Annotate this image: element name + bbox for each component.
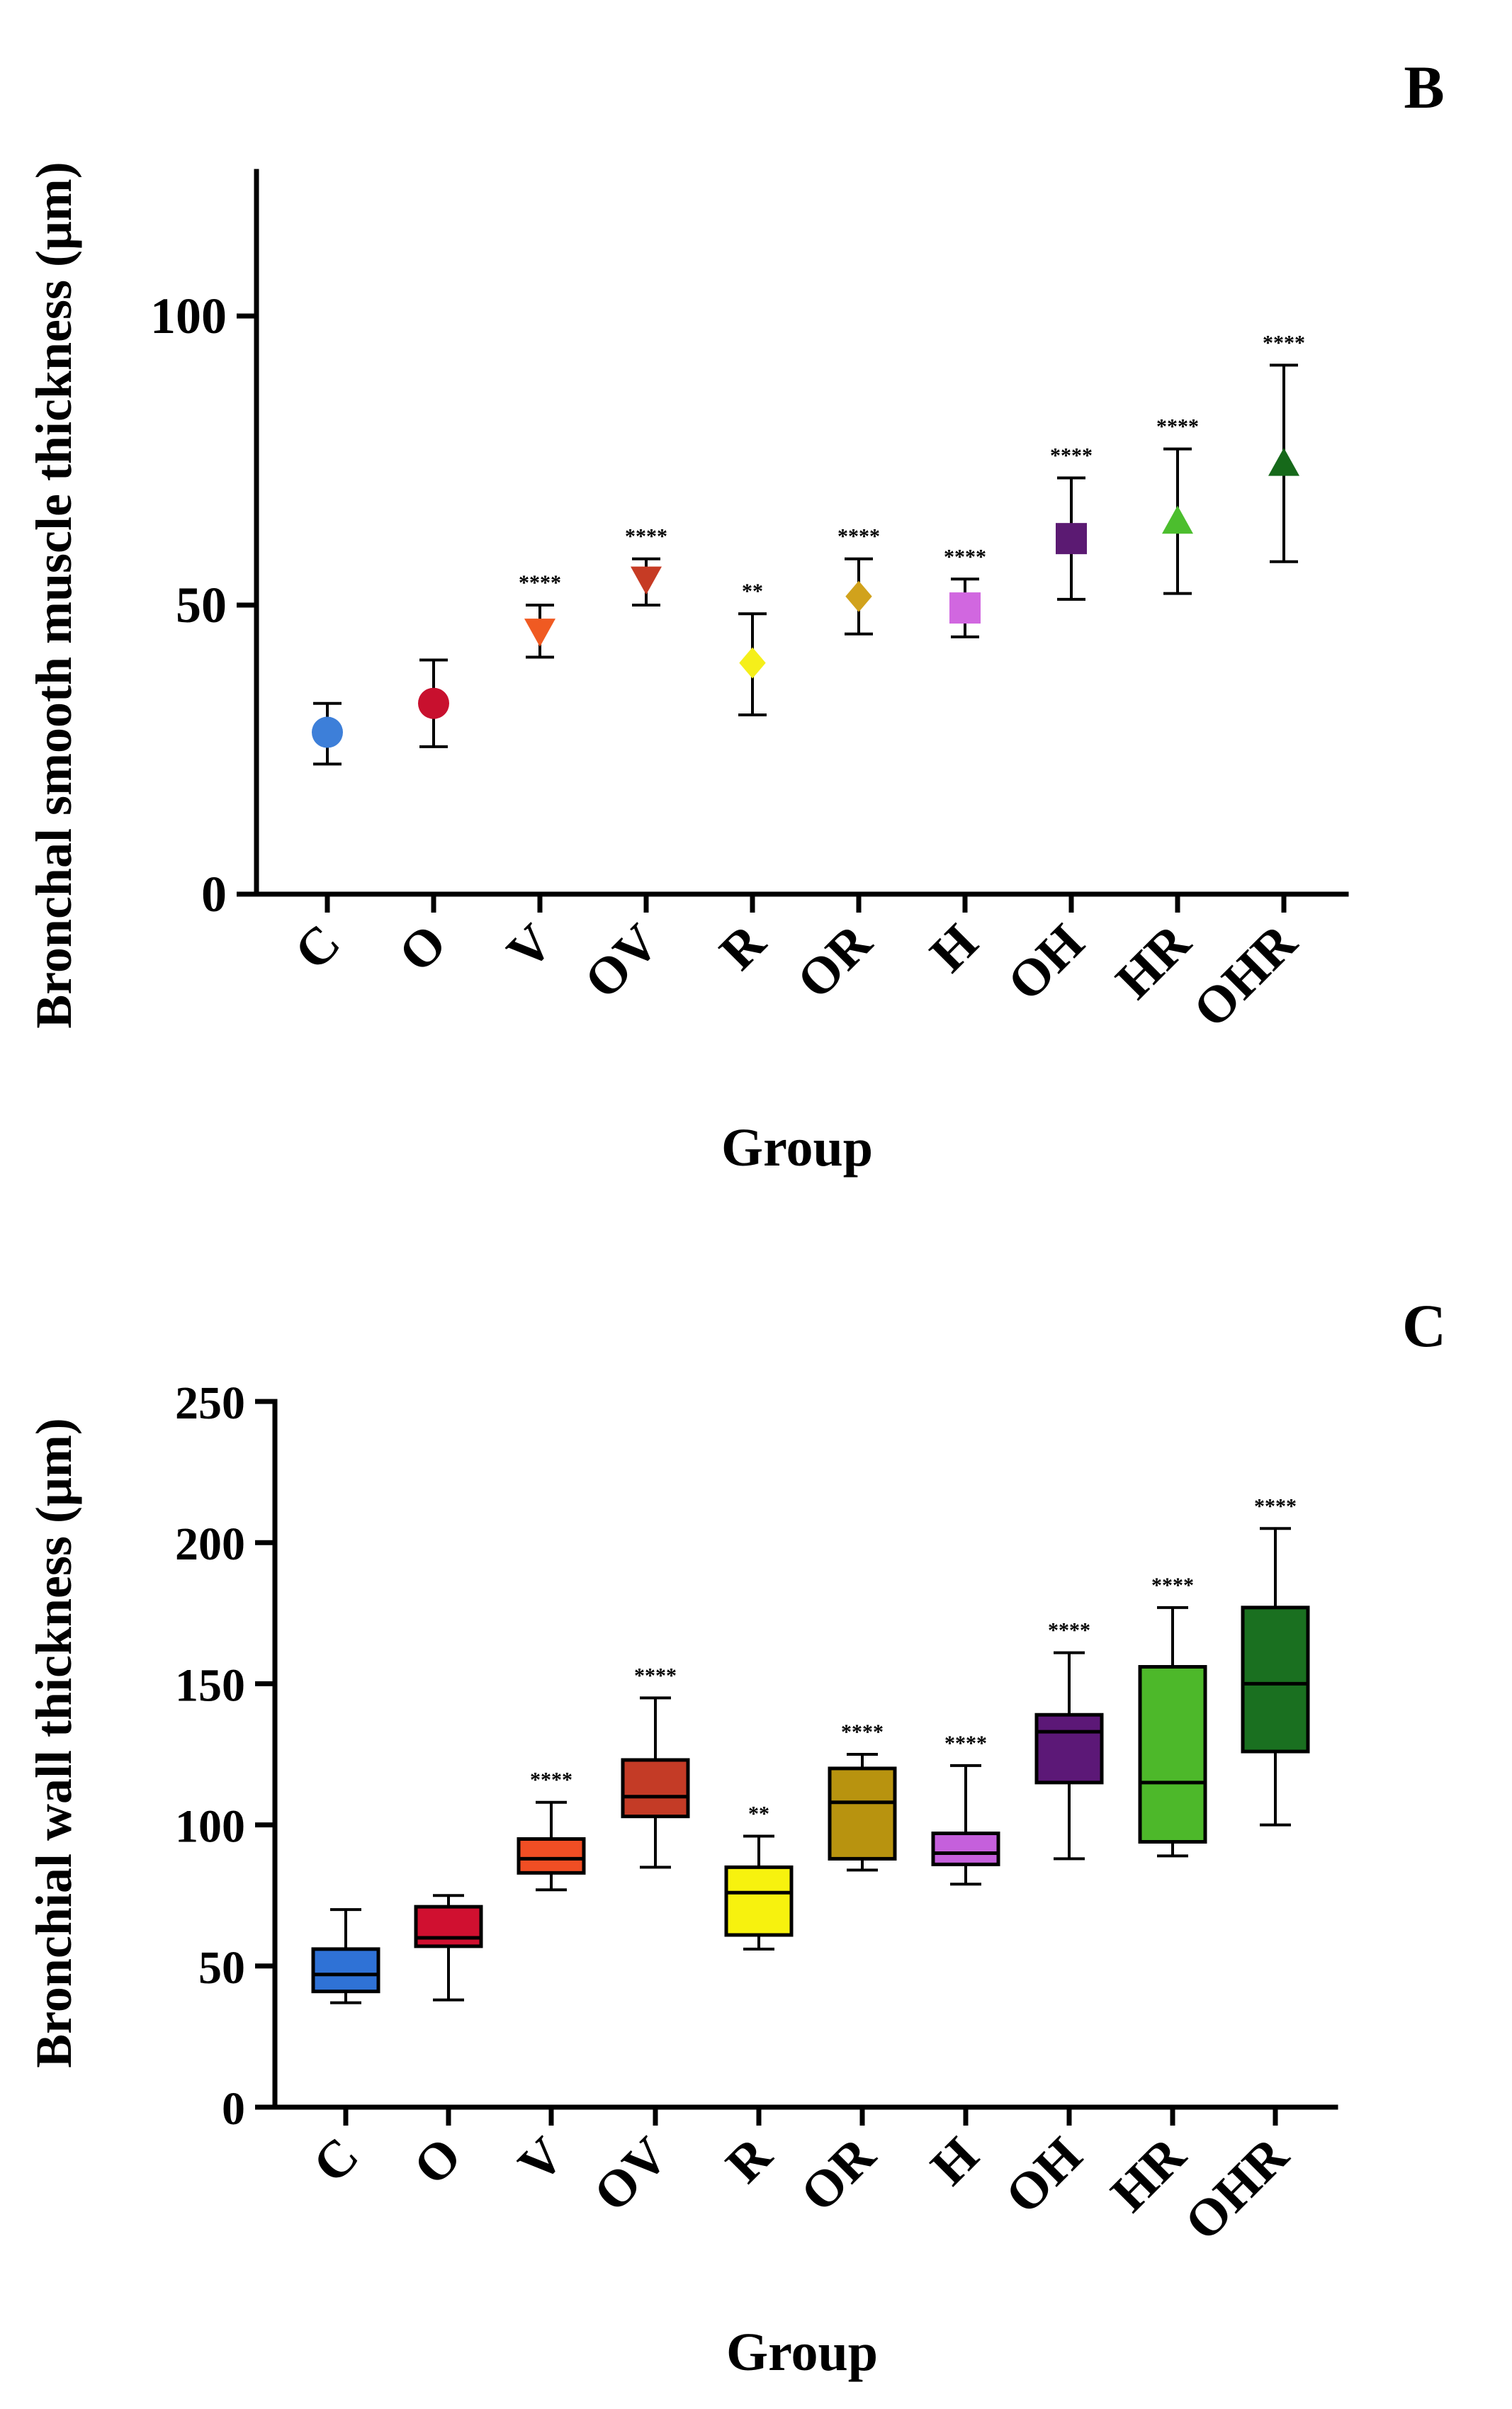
significance-label: ****	[841, 1720, 884, 1744]
box	[621, 1758, 690, 1819]
box	[517, 1837, 586, 1875]
significance-label: ****	[944, 1732, 987, 1755]
significance-label: ****	[1151, 1574, 1194, 1597]
significance-label: ****	[1050, 444, 1093, 467]
x-tick-label: V	[507, 2126, 575, 2194]
panel-b-y-axis-title: Bronchal smooth muscle thickness (μm)	[26, 162, 82, 1029]
panel-b-axes	[254, 169, 1349, 897]
y-tick-label: 0	[222, 2083, 245, 2135]
x-tick-label: C	[302, 2126, 370, 2194]
x-tick-label: H	[919, 913, 989, 983]
significance-label: ****	[625, 525, 667, 548]
significance-label: **	[748, 1802, 769, 1826]
x-tick-label: R	[709, 913, 777, 981]
significance-label: ****	[1254, 1494, 1297, 1518]
box	[1241, 1606, 1310, 1754]
significance-label: ****	[944, 545, 986, 568]
x-tick-label: H	[920, 2126, 990, 2196]
y-tick-label: 200	[175, 1518, 245, 1570]
x-tick-label: V	[496, 913, 564, 981]
data-point	[845, 580, 872, 612]
box	[1034, 1713, 1104, 1785]
box	[931, 1832, 1000, 1866]
significance-label: ****	[837, 525, 880, 548]
significance-label: ****	[1263, 331, 1305, 354]
box	[414, 1905, 483, 1948]
data-point	[418, 687, 449, 719]
significance-label: ****	[634, 1664, 677, 1687]
data-point	[1056, 523, 1087, 555]
panel-b-label: B	[1404, 53, 1444, 121]
significance-label: ****	[1048, 1619, 1090, 1642]
significance-label: **	[742, 580, 763, 603]
panel-c-x-axis-title: Group	[726, 2323, 878, 2382]
x-tick-label: OHR	[1174, 2126, 1300, 2252]
panel-c-chart: C Bronchial wall thickness (μm) Group 0 5…	[26, 1292, 1446, 2382]
data-point	[739, 647, 766, 679]
box	[828, 1766, 897, 1861]
panel-b-chart: B Bronchal smooth muscle thickness (μm) …	[26, 53, 1445, 1178]
y-tick-label: 250	[175, 1377, 245, 1429]
data-point	[1268, 448, 1299, 476]
y-tick-label: 150	[175, 1659, 245, 1711]
y-tick-label: 0	[201, 866, 227, 923]
y-tick-label: 50	[176, 577, 227, 633]
box	[311, 1947, 380, 1994]
x-tick-label: OV	[574, 913, 670, 1010]
data-point	[312, 716, 343, 748]
significance-label: ****	[519, 571, 561, 594]
x-tick-label: OR	[786, 913, 884, 1010]
box	[1138, 1664, 1207, 1844]
data-point	[631, 566, 662, 595]
panel-c-label: C	[1402, 1292, 1446, 1360]
y-tick-label: 100	[150, 288, 227, 344]
x-tick-label: OH	[997, 913, 1095, 1012]
significance-label: ****	[530, 1768, 572, 1792]
y-tick-label: 50	[198, 1942, 245, 1994]
panel-c-axes	[272, 1399, 1338, 2110]
x-tick-label: R	[715, 2126, 784, 2194]
x-tick-label: OH	[995, 2126, 1093, 2225]
x-tick-label: O	[402, 2126, 473, 2196]
data-point	[524, 619, 555, 647]
panel-c-y-axis-title: Bronchial wall thickness (μm)	[26, 1418, 82, 2068]
significance-label: ****	[1156, 415, 1199, 439]
x-tick-label: O	[388, 913, 458, 983]
data-point	[949, 592, 981, 624]
panel-b-x-axis-title: Group	[721, 1118, 873, 1178]
data-point	[1162, 505, 1193, 534]
x-tick-label: OHR	[1183, 913, 1309, 1039]
box	[724, 1865, 794, 1937]
y-tick-label: 100	[175, 1801, 245, 1853]
x-tick-label: C	[283, 913, 351, 981]
x-tick-label: OR	[790, 2126, 888, 2223]
x-tick-label: OV	[583, 2126, 679, 2223]
